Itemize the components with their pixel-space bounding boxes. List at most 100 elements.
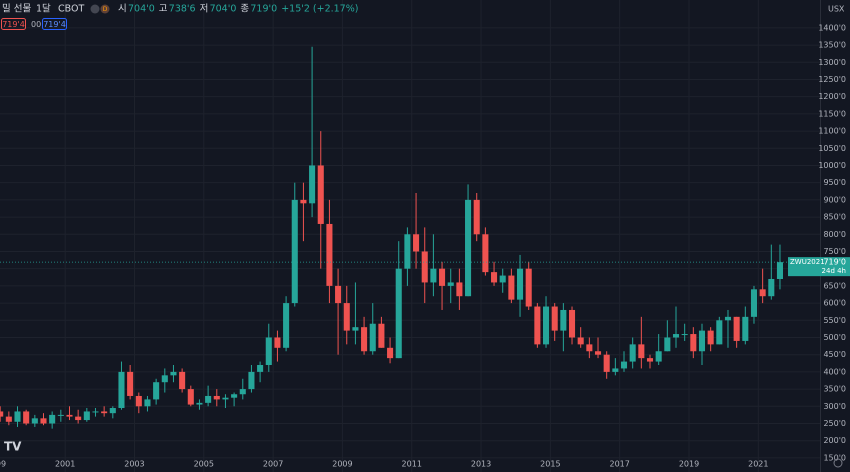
x-tick-label: 2013 — [471, 460, 491, 469]
candle-body — [612, 368, 619, 372]
y-tick-label: 350'0 — [823, 385, 846, 394]
ohlc-label: 고 — [159, 4, 168, 15]
candle-body — [265, 337, 272, 366]
candle-body — [759, 289, 766, 297]
currency[interactable]: USX — [828, 5, 845, 14]
candle-body — [629, 344, 636, 362]
x-tick-label: 1999 — [0, 460, 6, 469]
candle-body — [317, 165, 324, 224]
y-tick-label: 1300'0 — [818, 58, 846, 67]
countdown: 24d 4h — [822, 267, 846, 275]
y-tick-label: 750'0 — [823, 247, 846, 256]
candle-body — [326, 223, 333, 286]
candle-body — [638, 344, 645, 359]
candle-body — [101, 411, 108, 414]
last-price-box — [788, 257, 850, 277]
candle-body — [698, 330, 706, 352]
candle-body — [646, 358, 654, 362]
candle-body — [135, 395, 142, 407]
y-tick-label: 250'0 — [823, 419, 846, 428]
ohlc-label: 시 — [118, 4, 127, 15]
candle-body — [724, 316, 732, 321]
y-tick-label: 550'0 — [823, 316, 846, 325]
candle-body — [413, 234, 420, 252]
candle-body — [153, 382, 160, 400]
x-tick-label: 2003 — [124, 460, 144, 469]
candle-body — [421, 251, 428, 283]
y-tick-label: 1250'0 — [818, 75, 846, 84]
candle-body — [49, 414, 56, 424]
candle-body — [577, 337, 584, 345]
indicator-value: 719'4 — [2, 20, 25, 29]
change: +15'2 (+2.17%) — [281, 4, 358, 15]
grid — [0, 0, 820, 472]
candle-body — [586, 344, 593, 352]
candle-body — [335, 285, 342, 304]
candle-body — [681, 334, 688, 336]
candle-body — [387, 347, 394, 359]
candle-body — [664, 337, 671, 352]
candle-body — [620, 361, 628, 369]
candle-body — [248, 371, 255, 390]
candle-body — [603, 354, 610, 372]
candle-body — [309, 165, 316, 204]
candle-body — [239, 389, 246, 395]
y-tick-label: 800'0 — [823, 230, 846, 239]
y-tick-label: 650'0 — [823, 281, 846, 290]
candle-body — [508, 275, 515, 300]
candle-body — [23, 411, 30, 424]
candle-body — [742, 316, 749, 341]
y-tick-label: 500'0 — [823, 333, 846, 342]
candle-body — [283, 303, 290, 348]
candle-body — [231, 394, 238, 398]
candles — [0, 46, 820, 429]
y-tick-label: 1000'0 — [818, 161, 846, 170]
candle-body — [534, 306, 541, 345]
ohlc-label: 저 — [200, 4, 209, 15]
x-tick-label: 2021 — [748, 460, 768, 469]
last-price-symbol: ZWU2021 — [790, 258, 825, 266]
candle-body — [127, 371, 134, 396]
x-tick-label: 2015 — [540, 460, 560, 469]
y-tick-label: 200'0 — [823, 436, 846, 445]
x-tick-label: 2017 — [609, 460, 629, 469]
candle-body — [551, 306, 558, 331]
candle-body — [594, 351, 602, 355]
candle-body — [655, 351, 662, 362]
badge: D — [103, 6, 108, 13]
candle-body — [109, 408, 116, 414]
candle-body — [378, 323, 385, 348]
y-tick-label: 1200'0 — [818, 92, 846, 101]
indicator-box[interactable] — [42, 18, 67, 30]
candle-body — [482, 234, 489, 273]
candle-body — [187, 389, 194, 405]
x-tick-label: 2009 — [332, 460, 352, 469]
candle-body — [75, 416, 82, 421]
y-tick-label: 950'0 — [823, 178, 846, 187]
ohlc-value: 704'0 — [210, 4, 237, 15]
candle-body — [57, 414, 64, 416]
candle-body — [690, 334, 697, 352]
ohlc-label: 종 — [240, 4, 249, 15]
candle-body — [369, 323, 376, 352]
candle-body — [5, 416, 12, 422]
candle-body — [465, 199, 472, 297]
candle-body — [768, 279, 775, 297]
candle-body — [517, 268, 524, 300]
last-price-label: 719'0 — [823, 258, 846, 267]
candle-body — [395, 268, 402, 359]
y-tick-label: 900'0 — [823, 195, 846, 204]
y-tick-label: 400'0 — [823, 367, 846, 376]
settings-icon[interactable] — [833, 458, 843, 468]
header: 밀 선물 1달 CBOT D 719'4 00 719'4 USX 시 704'0… — [1, 3, 845, 30]
ohlc-value: 719'0 — [250, 4, 277, 15]
indicator-box[interactable] — [1, 18, 26, 30]
candle-body — [196, 402, 203, 405]
candle-body — [300, 199, 307, 204]
indicator-value: 00 — [31, 20, 41, 29]
interval[interactable]: 1달 — [36, 3, 51, 15]
logo[interactable]: TV — [4, 440, 22, 454]
symbol[interactable]: 밀 선물 — [2, 3, 31, 15]
